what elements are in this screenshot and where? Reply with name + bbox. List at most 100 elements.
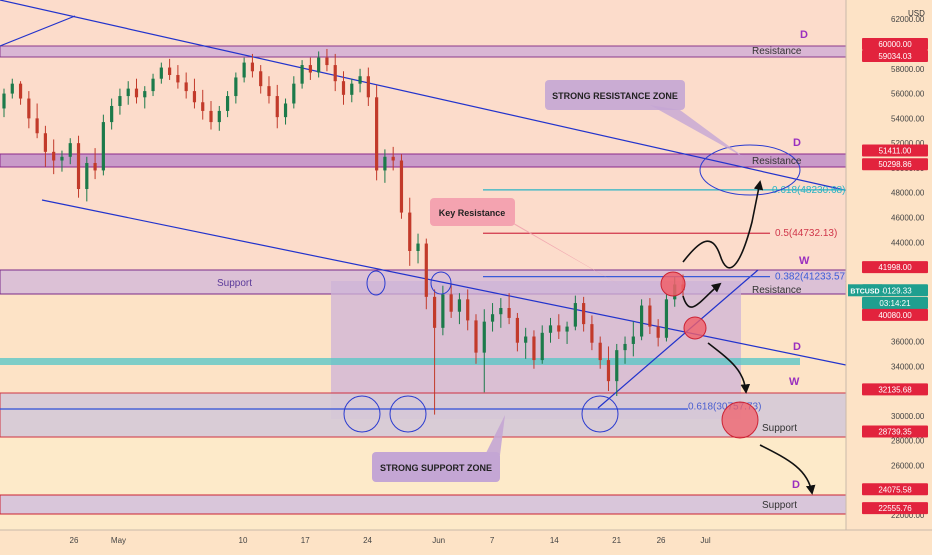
candle-body (242, 62, 246, 78)
price-tag-label: 28739.35 (878, 427, 912, 436)
price-tag-label: 51411.00 (879, 146, 912, 155)
candle-body (68, 143, 72, 157)
price-tag-label: 50298.86 (878, 160, 912, 169)
strong-support-box-label (372, 452, 500, 482)
circle-marker (366, 270, 386, 296)
price-tag-bg (862, 308, 928, 321)
support-label-32k: Support (762, 423, 797, 434)
x-tick-label: 26 (70, 536, 79, 545)
callout-pointer (650, 105, 745, 158)
callout-pointer (500, 215, 620, 285)
candle-body (358, 76, 362, 84)
price-tag-bg (862, 502, 928, 515)
y-tick-label: 30000.00 (891, 412, 925, 421)
x-axis: 26 May 10 17 24 Jun 7 14 21 26 Jul (70, 536, 711, 545)
candle-body (507, 308, 511, 318)
candle-body (565, 326, 569, 332)
fib-label: 0.618(30757.73) (688, 401, 761, 412)
candle-body (85, 162, 89, 190)
letter-d: D (793, 137, 801, 149)
candle-body (557, 325, 561, 332)
candle-body (134, 88, 139, 98)
candle-body (201, 102, 205, 111)
x-tick-label: 10 (239, 536, 248, 545)
candle-body (333, 65, 337, 82)
candle-body (474, 320, 478, 353)
letter-d: D (800, 29, 808, 41)
y-tick-label: 34000.00 (891, 362, 925, 371)
candle-body (27, 98, 31, 119)
candle-body (217, 110, 221, 123)
candle-body (482, 321, 486, 353)
candle-body (283, 103, 288, 118)
letter-d: D (792, 479, 800, 491)
resistance-label-60k: Resistance (752, 46, 802, 57)
candle-body (664, 299, 669, 338)
symbol-tag-bg (848, 284, 882, 297)
zone-labels: Resistance Resistance Resistance Support… (217, 46, 802, 511)
candle-body (408, 212, 412, 251)
y-tick-label: 56000.00 (891, 90, 925, 99)
y-tick-label: 54000.00 (891, 114, 925, 123)
candle-body (168, 67, 172, 75)
zones-layer (0, 45, 847, 515)
candle-body (466, 299, 470, 321)
candle-body (267, 86, 271, 97)
candle-body (10, 83, 14, 94)
y-tick-label: 52000.00 (891, 139, 925, 148)
price-tag-bg (862, 49, 928, 62)
timeframe-letters: D D W D W D (789, 29, 810, 491)
candle-body (225, 96, 230, 111)
price-tag-label: 03:14:21 (879, 299, 911, 308)
y-tick-label: 58000.00 (891, 65, 925, 74)
resistance-zone-60k (0, 45, 847, 58)
candle-body (234, 77, 238, 97)
candle-body (101, 122, 105, 171)
price-tag-bg (862, 144, 928, 157)
resistance-ellipse (699, 144, 801, 196)
callout-pointer (485, 415, 505, 455)
candles-layer (2, 48, 685, 415)
y-tick-label: 36000.00 (891, 337, 925, 346)
candle-body (457, 299, 462, 312)
candle-body (648, 305, 652, 327)
candle-body (292, 83, 296, 104)
x-tick-label: May (111, 536, 126, 545)
price-tag-label: 24075.58 (878, 485, 912, 494)
y-tick-label: 26000.00 (891, 461, 925, 470)
rising-support-line (597, 269, 759, 409)
price-tag-label: 41998.00 (878, 263, 912, 272)
candle-body (259, 71, 263, 87)
candle-body (143, 91, 147, 98)
candle-body (176, 74, 180, 83)
candle-body (275, 96, 279, 118)
forecast-arrows (682, 180, 816, 495)
time-axis-panel (0, 530, 932, 550)
x-tick-label: 7 (490, 536, 495, 545)
candle-body (325, 57, 329, 66)
candle-body (540, 332, 544, 361)
candle-body (366, 76, 370, 98)
x-tick-label: Jun (432, 536, 445, 545)
x-tick-label: 24 (363, 536, 372, 545)
resistance-zone-51k (0, 153, 847, 168)
price-tag-bg (862, 383, 928, 396)
x-tick-label: 14 (550, 536, 559, 545)
resistance-label-40k: Resistance (752, 285, 802, 296)
circle-marker (581, 395, 619, 433)
key-resistance-box (430, 198, 515, 226)
x-tick-label: 21 (612, 536, 621, 545)
support-zone-24k (0, 494, 847, 515)
candle-body (60, 156, 64, 161)
candle-body (300, 65, 304, 84)
candle-body (432, 296, 437, 328)
y-tick-label: 62000.00 (891, 15, 925, 24)
candle-body (2, 93, 6, 109)
candle-body (341, 81, 346, 95)
candle-body (582, 303, 586, 325)
candle-body (399, 160, 404, 213)
candle-body (250, 62, 255, 72)
candle-body (151, 78, 155, 92)
letter-d: D (793, 341, 801, 353)
lower-channel-line (41, 199, 881, 373)
